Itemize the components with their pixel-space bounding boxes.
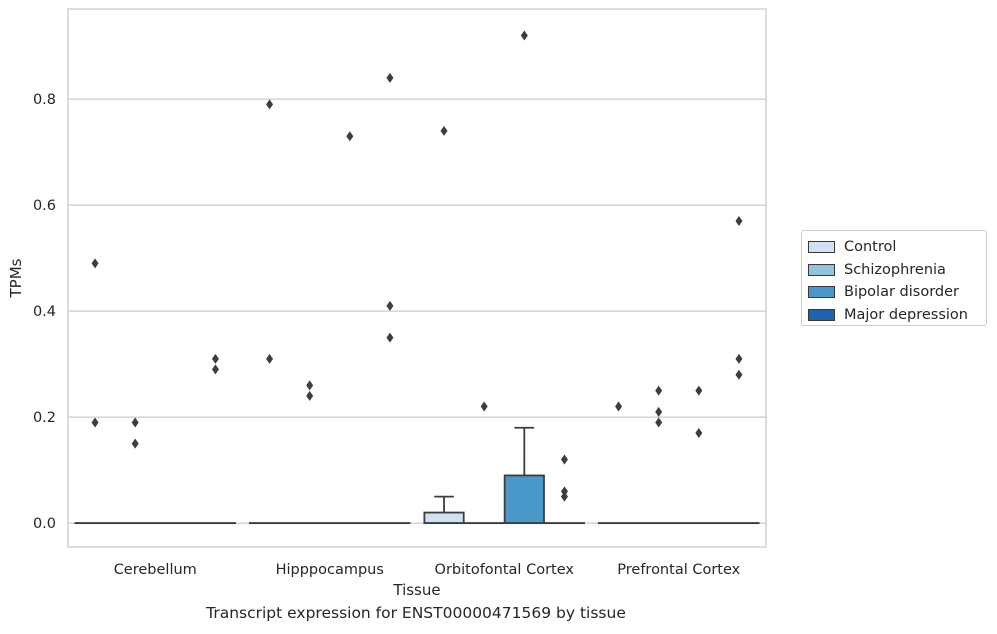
legend-swatch-control <box>808 241 835 254</box>
boxplot-area <box>74 30 760 525</box>
outlier-point <box>386 300 394 311</box>
legend-item-bipolar-disorder: Bipolar disorder <box>808 281 986 304</box>
x-tick-labels: Cerebellum Hipppocampus Orbitofontal Corte… <box>114 562 741 578</box>
box <box>503 474 545 525</box>
outlier-point <box>560 486 568 497</box>
outlier-point <box>386 72 394 83</box>
outlier-point <box>695 428 703 439</box>
legend-label-control: Control <box>844 239 897 256</box>
legend-swatch-major-depression <box>808 308 835 321</box>
legend-swatch-schizophrenia <box>808 263 835 276</box>
outlier-point <box>735 216 743 227</box>
plot-frame <box>67 8 767 548</box>
outlier-point <box>266 353 274 364</box>
y-tick-label: 0.0 <box>33 516 56 532</box>
chart-caption: Transcript expression for ENST0000047156… <box>206 604 626 622</box>
x-tick-label: Hipppocampus <box>276 562 384 578</box>
x-tick-label: Prefrontal Cortex <box>617 562 740 578</box>
outlier-point <box>655 385 663 396</box>
outlier-point <box>655 417 663 428</box>
y-tick-label: 0.4 <box>33 304 56 320</box>
outlier-point <box>211 364 219 375</box>
outlier-point <box>695 385 703 396</box>
legend-item-schizophrenia: Schizophrenia <box>808 259 986 282</box>
outlier-point <box>131 438 139 449</box>
outlier-point <box>346 131 354 142</box>
legend-label-major-depression: Major depression <box>844 306 968 323</box>
x-tick-label: Orbitofontal Cortex <box>435 562 575 578</box>
x-axis-label: Tissue <box>392 581 440 599</box>
legend: Control Schizophrenia Bipolar disorder M… <box>801 230 987 326</box>
gridlines <box>68 98 766 524</box>
outlier-point <box>91 258 99 269</box>
outlier-point <box>386 332 394 343</box>
outlier-point <box>306 380 314 391</box>
legend-label-bipolar-disorder: Bipolar disorder <box>844 284 959 301</box>
outlier-point <box>440 125 448 136</box>
outlier-point <box>211 353 219 364</box>
outlier-point <box>615 401 623 412</box>
y-tick-label: 0.2 <box>33 410 56 426</box>
legend-swatch-bipolar-disorder <box>808 286 835 299</box>
y-tick-label: 0.6 <box>33 198 56 214</box>
y-axis-label: TPMs <box>7 258 25 298</box>
outlier-point <box>735 369 743 380</box>
x-tick-label: Cerebellum <box>114 562 197 578</box>
outlier-point <box>306 390 314 401</box>
outlier-point <box>266 99 274 110</box>
legend-item-major-depression: Major depression <box>808 304 986 327</box>
legend-label-schizophrenia: Schizophrenia <box>844 261 946 278</box>
outlier-point <box>655 406 663 417</box>
outlier-point <box>560 454 568 465</box>
box <box>423 511 465 525</box>
outlier-point <box>520 30 528 41</box>
outlier-point <box>131 417 139 428</box>
outlier-point <box>480 401 488 412</box>
legend-item-control: Control <box>808 236 986 259</box>
outlier-point <box>91 417 99 428</box>
outlier-point <box>560 491 568 502</box>
y-tick-labels: 0.0 0.2 0.4 0.6 0.8 <box>33 92 56 532</box>
outlier-point <box>735 353 743 364</box>
y-tick-label: 0.8 <box>33 92 56 108</box>
